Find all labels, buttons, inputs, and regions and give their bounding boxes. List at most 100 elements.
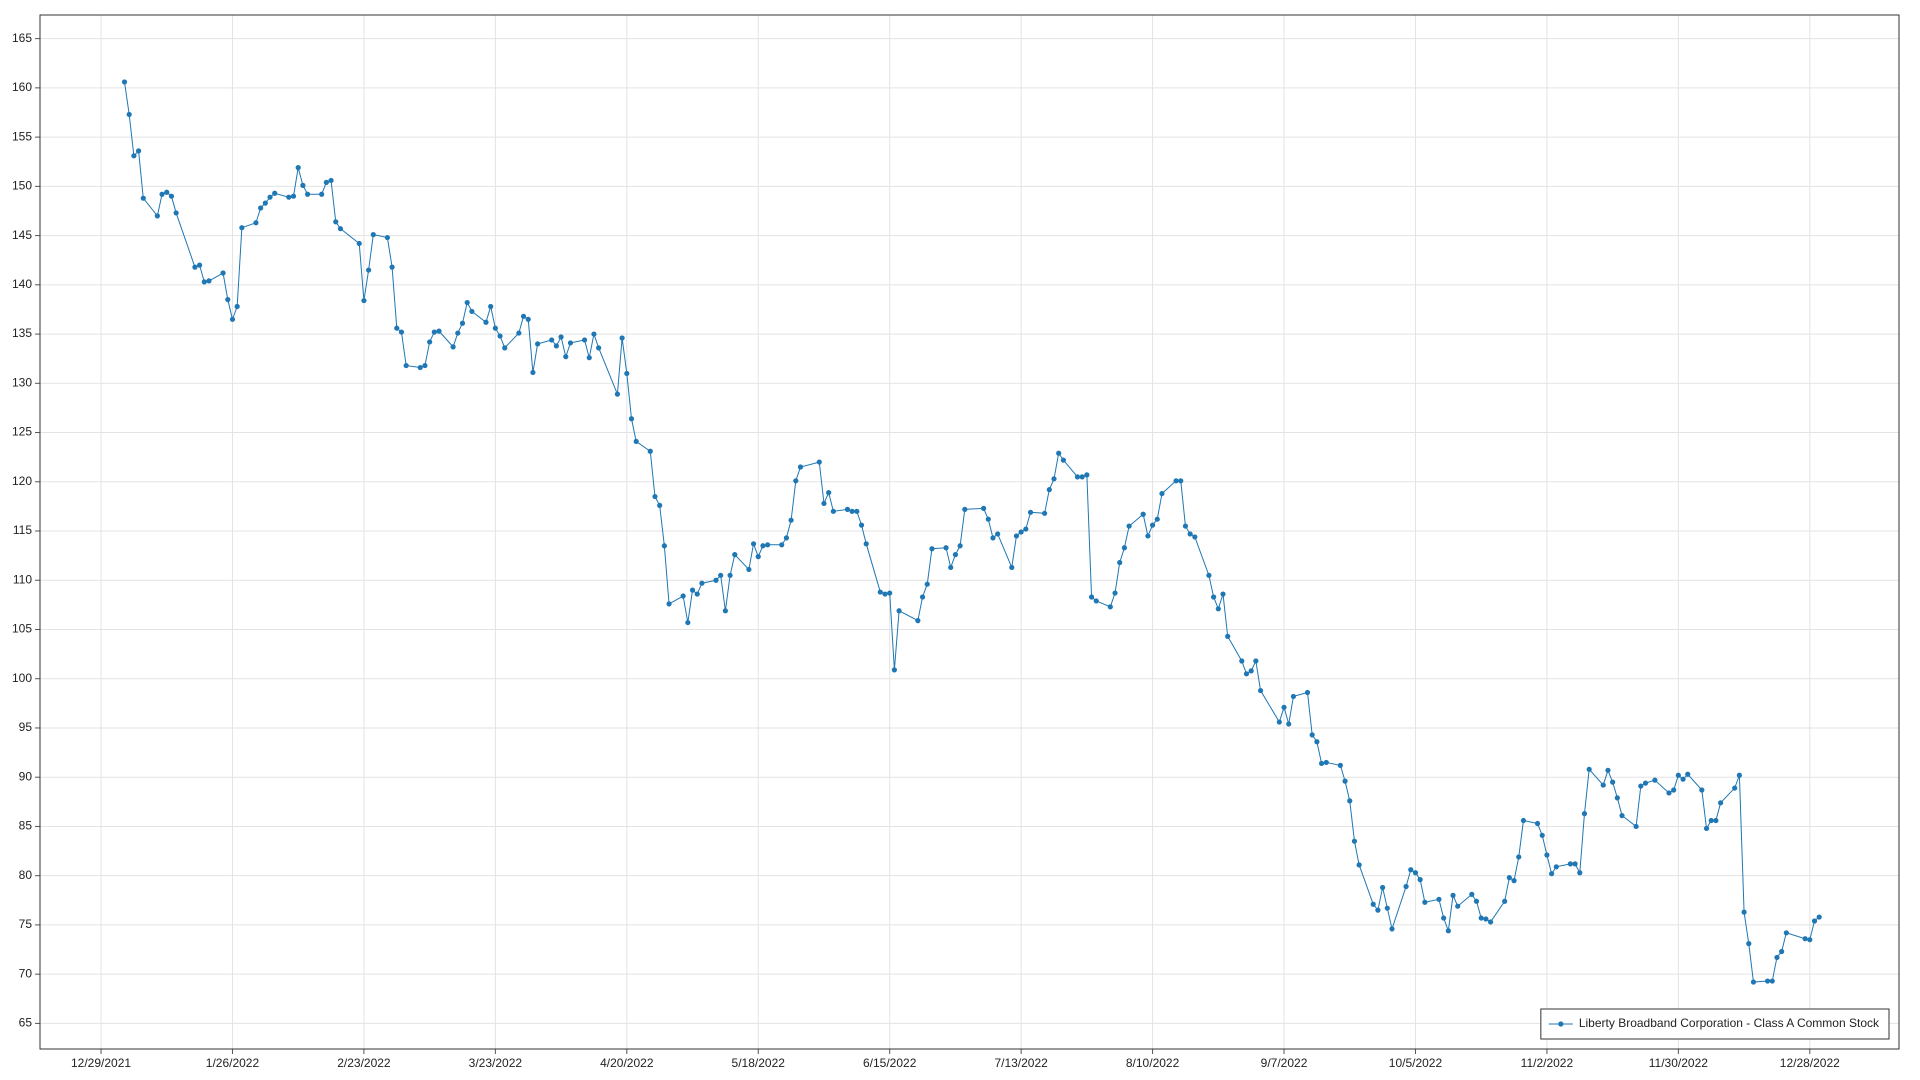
y-tick-label: 120 bbox=[12, 474, 32, 488]
data-point bbox=[1469, 891, 1475, 897]
data-point bbox=[1159, 490, 1165, 497]
y-tick-label: 85 bbox=[19, 819, 33, 833]
data-point bbox=[1544, 852, 1550, 858]
data-point bbox=[290, 193, 297, 199]
data-point bbox=[1018, 529, 1024, 535]
data-point bbox=[962, 506, 968, 512]
data-point bbox=[464, 299, 470, 306]
legend-marker bbox=[1558, 1021, 1564, 1027]
data-point bbox=[689, 587, 696, 593]
data-point bbox=[1389, 926, 1395, 932]
data-point bbox=[1436, 896, 1442, 902]
data-point bbox=[1013, 533, 1020, 539]
legend-label: Liberty Broadband Corporation - Class A … bbox=[1579, 1016, 1880, 1030]
data-point bbox=[614, 391, 621, 397]
data-point bbox=[229, 316, 236, 322]
data-point bbox=[990, 535, 996, 541]
data-point bbox=[713, 577, 719, 583]
y-tick-label: 65 bbox=[19, 1016, 33, 1030]
data-point bbox=[816, 459, 822, 465]
data-point bbox=[1553, 864, 1559, 870]
x-tick-label: 7/13/2022 bbox=[994, 1056, 1048, 1070]
data-point bbox=[1699, 787, 1705, 793]
data-point bbox=[1088, 594, 1095, 600]
data-point bbox=[1671, 787, 1677, 793]
data-point bbox=[727, 572, 733, 578]
series-line bbox=[124, 81, 1820, 983]
data-point bbox=[1441, 915, 1447, 921]
data-point bbox=[877, 589, 883, 595]
y-tick-label: 150 bbox=[12, 179, 32, 193]
data-point bbox=[159, 191, 165, 197]
data-point bbox=[1079, 474, 1085, 480]
data-point bbox=[337, 226, 344, 232]
data-point bbox=[1112, 590, 1118, 596]
data-point bbox=[1178, 478, 1184, 484]
data-point bbox=[488, 303, 494, 310]
data-point bbox=[1107, 604, 1113, 610]
y-tick-label: 115 bbox=[13, 523, 32, 537]
data-point bbox=[1642, 780, 1649, 786]
data-point bbox=[1502, 898, 1508, 904]
data-point bbox=[1060, 457, 1066, 463]
data-point bbox=[131, 153, 137, 159]
data-point bbox=[1356, 862, 1362, 868]
data-point bbox=[323, 179, 329, 186]
data-point bbox=[319, 191, 325, 197]
y-tick-label: 160 bbox=[12, 80, 32, 94]
data-point bbox=[943, 545, 949, 551]
data-point bbox=[1619, 813, 1625, 819]
data-point bbox=[732, 552, 738, 558]
data-point bbox=[1685, 771, 1691, 777]
data-point bbox=[1473, 898, 1480, 904]
data-point bbox=[779, 542, 785, 548]
data-point bbox=[225, 296, 231, 303]
data-point bbox=[1121, 545, 1128, 551]
data-point bbox=[567, 340, 574, 346]
data-point bbox=[1614, 795, 1620, 801]
data-point bbox=[1610, 779, 1616, 785]
data-point bbox=[1539, 832, 1545, 838]
x-tick-label: 9/7/2022 bbox=[1261, 1056, 1308, 1070]
data-point bbox=[826, 490, 832, 496]
data-point bbox=[849, 508, 855, 514]
data-point bbox=[361, 297, 367, 304]
data-point bbox=[586, 355, 592, 361]
legend: Liberty Broadband Corporation - Class A … bbox=[1540, 1008, 1890, 1040]
data-point bbox=[126, 111, 132, 118]
data-point bbox=[699, 580, 705, 586]
data-point bbox=[1173, 478, 1179, 484]
data-point bbox=[896, 608, 902, 614]
data-point bbox=[1323, 759, 1329, 766]
data-point bbox=[1243, 671, 1250, 677]
data-point bbox=[919, 594, 926, 600]
x-tick-label: 12/29/2021 bbox=[71, 1056, 131, 1070]
data-point bbox=[398, 329, 405, 335]
data-point bbox=[1380, 884, 1386, 891]
data-point bbox=[1276, 719, 1282, 725]
y-tick-label: 155 bbox=[12, 129, 32, 143]
data-point bbox=[1342, 778, 1348, 784]
data-point bbox=[1511, 878, 1517, 884]
data-point bbox=[746, 566, 752, 573]
data-point bbox=[459, 320, 466, 326]
data-point bbox=[366, 267, 372, 273]
y-tick-label: 165 bbox=[12, 31, 32, 45]
data-point bbox=[995, 531, 1001, 537]
data-point bbox=[1149, 522, 1156, 528]
data-point bbox=[1126, 523, 1132, 529]
data-point bbox=[1783, 930, 1789, 936]
data-point bbox=[304, 191, 311, 197]
data-point bbox=[722, 608, 728, 614]
data-point bbox=[1534, 820, 1541, 827]
data-point bbox=[1769, 978, 1775, 984]
x-tick-label: 6/15/2022 bbox=[863, 1056, 917, 1070]
data-point bbox=[1422, 899, 1428, 905]
data-point bbox=[1732, 785, 1738, 791]
x-tick-label: 1/26/2022 bbox=[206, 1056, 260, 1070]
data-point bbox=[718, 572, 724, 578]
data-point bbox=[619, 335, 625, 341]
x-tick-label: 12/28/2022 bbox=[1780, 1056, 1840, 1070]
data-point bbox=[783, 535, 790, 541]
